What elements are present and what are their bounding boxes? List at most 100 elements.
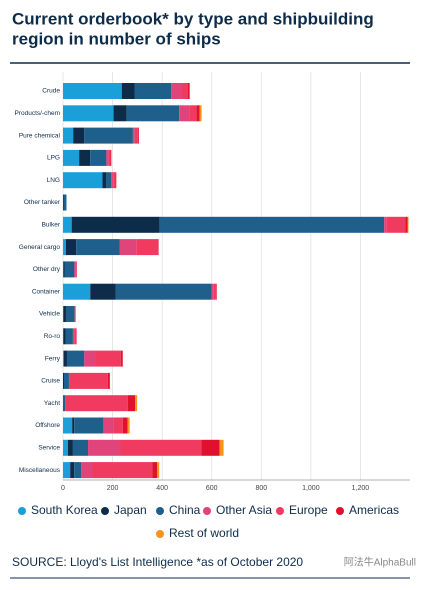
legend-swatch — [156, 507, 164, 515]
y-tick-label: Other tanker — [24, 199, 61, 206]
bar-segment — [67, 351, 84, 367]
bar-segment — [73, 328, 74, 344]
bar-segment — [133, 128, 135, 144]
legend-swatch — [203, 507, 211, 515]
bar-segment — [197, 105, 200, 121]
bar-segment — [202, 440, 220, 456]
y-tick-label: LNG — [47, 177, 60, 184]
bar-segment — [188, 83, 190, 99]
legend-swatch — [101, 507, 109, 515]
bar-segment — [200, 105, 202, 121]
y-tick-label: Pure chemical — [19, 132, 61, 139]
bar-segment — [90, 150, 106, 166]
chart-title: Current orderbook* by type and shipbuild… — [12, 9, 374, 28]
bar-segment — [128, 418, 130, 434]
legend-swatch — [336, 507, 344, 515]
bar-segment — [408, 217, 409, 233]
bar-segment — [63, 105, 114, 121]
y-tick-label: Ro-ro — [44, 333, 61, 340]
bar-segment — [160, 217, 385, 233]
y-tick-label: Products/-chem — [14, 110, 60, 117]
y-tick-label: Miscellaneous — [19, 467, 61, 474]
bar-segment — [76, 239, 119, 255]
legend-label: Japan — [114, 503, 147, 517]
bar-segment — [157, 462, 159, 478]
x-tick-label: 600 — [206, 485, 218, 492]
bar-segment — [66, 239, 76, 255]
legend-swatch — [156, 530, 164, 538]
bar-segment — [152, 462, 157, 478]
bar-segment — [171, 83, 181, 99]
bar-segment — [63, 418, 72, 434]
bar-segment — [69, 373, 107, 389]
bar-segment — [110, 150, 111, 166]
x-tick-label: 1,000 — [302, 485, 320, 492]
bar-segment — [138, 128, 139, 144]
y-tick-label: Offshore — [35, 422, 60, 429]
legend-label: South Korea — [31, 503, 98, 517]
legend-label: China — [169, 503, 201, 517]
x-tick-label: 400 — [156, 485, 168, 492]
bar-segment — [81, 462, 92, 478]
bar-segment — [74, 328, 76, 344]
legend-label: Other Asia — [216, 503, 272, 517]
bar-segment — [63, 195, 66, 211]
legend-label: Rest of world — [169, 526, 239, 540]
bar-segment — [135, 128, 138, 144]
bar-segment — [92, 462, 152, 478]
bar-segment — [63, 239, 66, 255]
bar-segment — [95, 351, 120, 367]
y-tick-label: Yacht — [44, 400, 60, 407]
bar-segment — [106, 172, 111, 188]
bar-segment — [63, 217, 72, 233]
bar-segment — [189, 105, 196, 121]
bar-segment — [114, 418, 123, 434]
y-tick-label: Service — [38, 445, 60, 452]
bar-segment — [75, 306, 76, 322]
bar-segment — [386, 217, 405, 233]
y-tick-label: Cruise — [41, 378, 60, 385]
y-tick-label: Crude — [42, 88, 60, 95]
bar-segment — [63, 462, 70, 478]
bar-segment — [406, 217, 408, 233]
x-tick-label: 800 — [255, 485, 267, 492]
bar-segment — [216, 284, 217, 300]
bar-segment — [63, 128, 73, 144]
bar-segment — [84, 128, 133, 144]
bar-segment — [63, 440, 68, 456]
x-tick-label: 1,200 — [352, 485, 370, 492]
y-tick-label: LPG — [47, 155, 60, 162]
y-tick-label: Vehicle — [39, 311, 60, 318]
bar-segment — [115, 172, 116, 188]
bar-segment — [179, 105, 189, 121]
bar-segment — [64, 351, 67, 367]
bar-segment — [114, 105, 127, 121]
y-tick-label: General cargo — [19, 244, 61, 251]
bar-segment — [384, 217, 386, 233]
bar-segment — [108, 373, 110, 389]
bar-segment — [64, 373, 69, 389]
bar-segment — [128, 395, 135, 411]
x-tick-label: 200 — [107, 485, 119, 492]
bar-segment — [121, 440, 202, 456]
bar-segment — [103, 418, 113, 434]
bar-segment — [79, 150, 90, 166]
bar-segment — [84, 351, 95, 367]
bar-segment — [102, 172, 106, 188]
bar-segment — [66, 395, 128, 411]
bar-segment — [65, 328, 72, 344]
y-tick-label: Other dry — [33, 266, 61, 273]
bar-segment — [73, 440, 88, 456]
bar-segment — [74, 462, 81, 478]
bar-segment — [113, 172, 115, 188]
legend-label: Americas — [349, 503, 399, 517]
bar-segment — [63, 150, 79, 166]
bar-segment — [106, 150, 108, 166]
bar-segment — [76, 261, 77, 277]
bar-segment — [90, 284, 115, 300]
y-tick-label: Bulker — [42, 222, 61, 229]
y-tick-label: Ferry — [45, 355, 61, 362]
legend-label: Europe — [289, 503, 328, 517]
bar-segment — [135, 395, 137, 411]
